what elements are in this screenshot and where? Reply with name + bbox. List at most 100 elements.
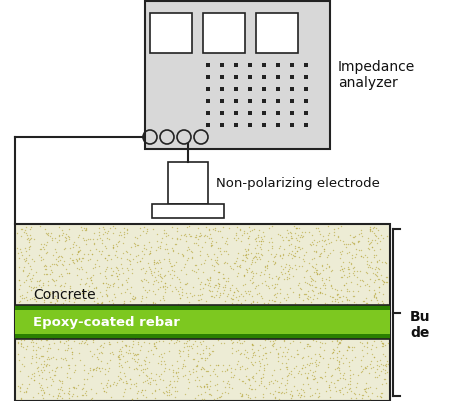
Point [244,392,252,398]
Point [319,275,326,281]
Point [334,377,342,383]
Point [223,325,231,331]
Point [103,292,110,299]
Point [371,338,378,345]
Point [133,330,141,336]
Point [36,387,44,393]
Point [316,270,323,276]
Point [78,227,86,233]
Point [318,237,326,244]
Point [283,349,291,355]
Point [217,330,225,336]
Point [381,259,389,265]
Point [329,346,337,352]
Point [358,340,365,346]
Point [319,262,326,268]
Point [20,295,27,302]
Point [261,328,269,335]
Point [109,315,117,322]
Point [44,313,51,319]
Point [64,311,71,317]
Point [75,248,83,254]
Point [252,285,259,291]
Point [159,322,166,329]
Point [213,373,221,379]
Point [252,237,259,243]
Point [287,353,294,359]
Point [18,227,25,233]
Point [328,294,336,300]
Point [364,270,371,277]
Point [303,375,311,381]
Point [46,327,54,334]
Point [182,281,190,288]
Point [207,310,215,316]
Point [109,230,117,236]
Point [257,238,264,245]
Point [175,347,183,354]
Point [366,361,374,367]
Point [69,316,76,322]
Point [99,310,107,316]
Point [231,310,238,316]
Point [149,351,157,358]
Point [349,270,356,276]
Point [27,339,35,346]
Point [118,265,126,271]
Point [190,292,197,298]
Point [247,314,255,320]
Point [255,358,263,364]
Point [197,366,205,372]
Point [42,271,49,277]
Point [330,331,338,338]
Point [51,300,58,306]
Point [213,254,221,261]
Point [126,334,133,341]
Point [271,291,279,298]
Point [173,369,180,375]
Point [256,363,264,369]
Point [136,258,144,265]
Point [367,323,375,330]
Point [287,371,294,378]
Point [29,331,37,338]
Point [81,297,88,303]
Point [32,340,40,347]
Point [208,256,215,263]
Point [60,321,67,327]
Point [76,247,83,254]
Point [249,299,257,306]
Point [105,305,112,311]
Point [323,255,330,261]
Point [295,245,303,251]
Point [200,233,207,239]
Point [176,313,184,319]
Point [382,376,389,383]
Point [249,270,256,276]
Point [17,395,25,401]
Point [22,277,29,283]
Point [78,391,86,398]
Point [52,356,60,363]
Point [234,358,241,365]
Point [122,310,129,316]
Point [98,300,105,307]
Point [115,348,123,354]
Point [195,392,202,398]
Point [186,290,193,297]
Point [138,294,146,300]
Point [346,381,354,387]
Point [55,346,62,352]
Point [284,268,292,275]
Point [19,268,27,275]
Point [180,357,188,364]
Point [204,334,211,340]
Point [278,334,286,340]
Point [51,326,58,333]
Point [115,314,122,320]
Point [295,225,303,231]
Point [372,226,380,232]
Point [327,373,335,379]
Point [82,339,89,346]
Point [109,381,117,388]
